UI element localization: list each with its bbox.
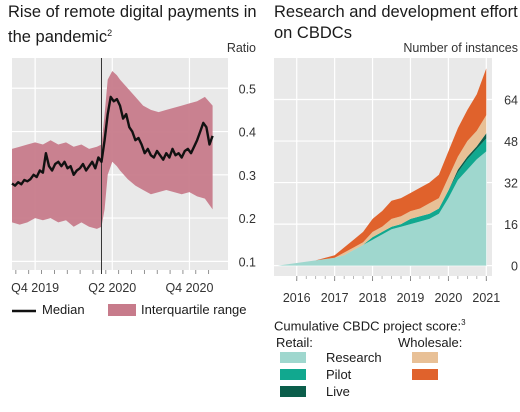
cbdc-effort-chart: 0 16 32 48 64 2016 2017 2018 2019 2020 2021 Number … [274,41,518,305]
legend-retail-label: Retail: [276,335,313,350]
remote-payments-chart: 0.1 0.2 0.3 0.4 0.5 Q4 2019 Q2 2020 Q4 2020 Rati… [11,41,256,295]
x-tick-label: Q2 2020 [88,281,136,295]
y-tick-label: 0.5 [239,82,256,96]
x-tick-label: 2017 [321,291,349,305]
legend-iqr-swatch [108,304,136,316]
y-tick-label: 32 [504,177,518,191]
y-tick-label: 0.3 [239,169,256,183]
y-tick-label: 16 [504,218,518,232]
right-chart-title: Research and development effort on CBDCs [274,3,518,42]
legend-iqr-label: Interquartile range [141,302,247,317]
y-tick-label: 0.2 [239,212,256,226]
x-tick-label: 2018 [359,291,387,305]
x-tick-label: Q4 2020 [165,281,213,295]
x-tick-label: 2016 [283,291,311,305]
y-axis-label: Ratio [227,41,256,55]
legend-live-swatch [280,386,306,397]
y-tick-label: 0 [511,260,518,274]
y-axis-label: Number of instances [403,41,518,55]
area-series-wholesale-3 [277,115,487,266]
y-tick-label: 48 [504,135,518,149]
legend-wholesale-1-swatch [412,352,438,363]
x-tick-label: Q4 2019 [11,281,59,295]
legend-wholesale-2-swatch [412,369,438,380]
x-tick-label: 2019 [397,291,425,305]
median-line [11,95,214,187]
x-tick-label: 2021 [472,291,500,305]
legend-pilot-label: Pilot [326,367,352,382]
y-tick-label: 0.4 [239,126,256,140]
legend-heading: Cumulative CBDC project score:3 [274,318,466,334]
y-tick-label: 64 [504,94,518,108]
iqr-band [12,71,213,229]
legend-median-label: Median [42,302,85,317]
area-series-pilot [277,138,487,266]
legend-live-label: Live [326,384,350,399]
legend-research-swatch [280,352,306,363]
left-chart-title: Rise of remote digital payments in the p… [8,3,257,46]
y-tick-label: 0.1 [239,255,256,269]
legend-research-label: Research [326,350,382,365]
legend-wholesale-label: Wholesale: [398,335,463,350]
x-tick-label: 2020 [434,291,462,305]
area-series-wholesale-4 [277,68,487,266]
area-series-research [277,151,487,266]
legend-pilot-swatch [280,369,306,380]
